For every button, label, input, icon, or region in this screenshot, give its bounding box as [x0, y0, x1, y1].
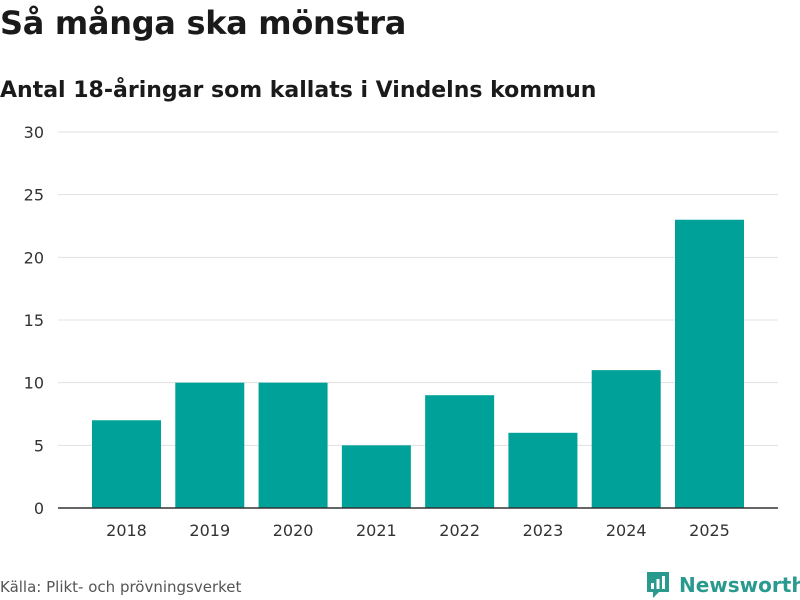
chart-subtitle: Antal 18-åringar som kallats i Vindelns …	[0, 78, 597, 103]
brand-logo: Newsworthy	[645, 570, 800, 600]
x-tick-label: 2023	[523, 521, 564, 540]
x-tick-label: 2019	[189, 521, 230, 540]
x-tick-label: 2018	[106, 521, 147, 540]
bar-2022	[425, 395, 495, 508]
y-tick-label: 20	[24, 248, 44, 267]
brand-name: Newsworthy	[679, 573, 800, 597]
bar-2023	[508, 432, 578, 508]
bar-2021	[341, 445, 411, 508]
source-note: Källa: Plikt- och prövningsverket	[0, 578, 242, 596]
y-tick-label: 5	[34, 436, 44, 455]
y-tick-label: 0	[34, 499, 44, 518]
bar-2020	[258, 382, 328, 508]
newsworthy-logo-icon	[647, 572, 669, 598]
x-tick-label: 2024	[606, 521, 647, 540]
bar-2019	[175, 382, 245, 508]
bar-2024	[591, 370, 661, 508]
chart-title: Så många ska mönstra	[0, 4, 407, 42]
x-tick-label: 2025	[689, 521, 730, 540]
x-tick-label: 2020	[273, 521, 314, 540]
y-tick-label: 10	[24, 374, 44, 393]
y-tick-label: 15	[24, 311, 44, 330]
x-tick-label: 2022	[439, 521, 480, 540]
y-tick-label: 25	[24, 186, 44, 205]
x-tick-label: 2021	[356, 521, 397, 540]
bar-2018	[92, 420, 161, 508]
bar-2025	[675, 219, 744, 508]
y-tick-label: 30	[24, 123, 44, 142]
